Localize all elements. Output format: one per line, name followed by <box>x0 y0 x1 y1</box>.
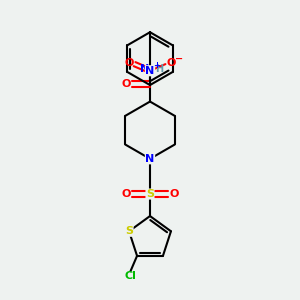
Text: Cl: Cl <box>124 271 136 281</box>
Text: O: O <box>124 58 134 68</box>
Text: O: O <box>121 189 130 199</box>
Text: O: O <box>169 189 179 199</box>
Text: S: S <box>125 226 133 236</box>
Text: +: + <box>153 61 160 70</box>
Text: S: S <box>146 189 154 199</box>
Text: N: N <box>146 66 154 76</box>
Text: O: O <box>166 58 176 68</box>
Text: O: O <box>121 79 130 89</box>
Text: H: H <box>155 64 164 74</box>
Text: −: − <box>175 54 183 64</box>
Text: N: N <box>146 154 154 164</box>
Text: N: N <box>140 64 149 74</box>
